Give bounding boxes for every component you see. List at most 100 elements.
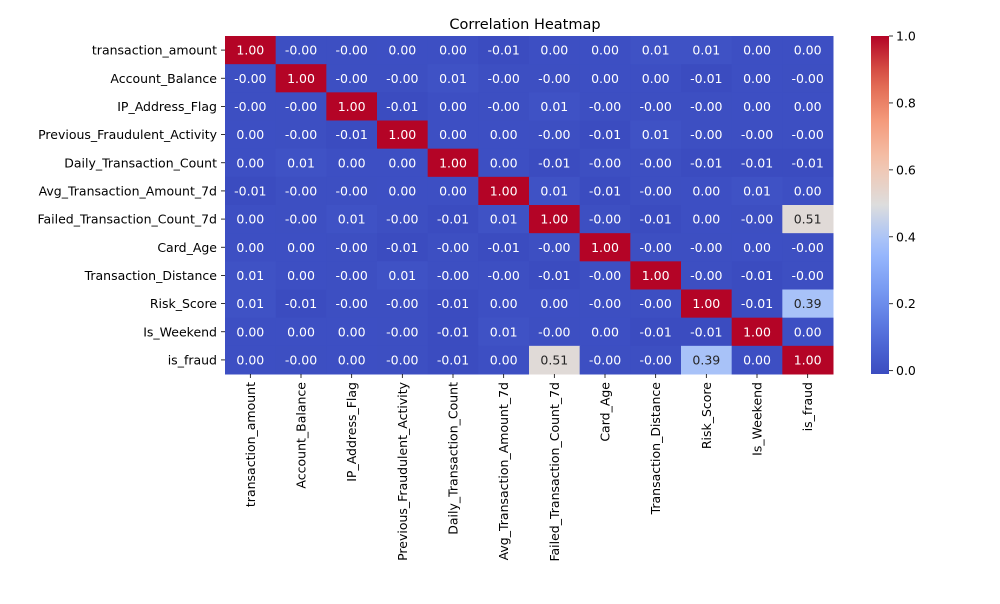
colorbar-gradient [871, 36, 889, 374]
cell-value-label: -0.01 [639, 324, 671, 339]
heatmap-cell [225, 120, 277, 150]
heatmap-cell [681, 64, 733, 93]
heatmap-cell [478, 233, 530, 262]
cell-value-label: -0.01 [538, 268, 570, 283]
cell-value-label: -0.00 [285, 127, 317, 142]
heatmap-cell [275, 120, 327, 150]
cell-value-label: 0.00 [540, 43, 568, 58]
cell-value-label: -0.00 [234, 99, 266, 114]
cell-value-label: 0.01 [490, 212, 518, 227]
x-tick-label: Account_Balance [294, 382, 309, 489]
cell-value-label: -0.01 [690, 155, 722, 170]
heatmap-cell [782, 176, 834, 206]
cell-value-label: -0.00 [690, 127, 722, 142]
heatmap-cell [275, 64, 327, 93]
cell-value-label: 0.01 [540, 99, 568, 114]
cell-value-label: 0.01 [388, 268, 416, 283]
x-tick-label: Is_Weekend [750, 382, 765, 456]
heatmap-cell [478, 64, 530, 93]
chart-title: Correlation Heatmap [449, 17, 600, 33]
heatmap-cell [731, 233, 783, 262]
heatmap-cell [579, 261, 631, 290]
cell-value-label: -0.00 [335, 296, 367, 311]
cell-value-label: 0.00 [439, 183, 467, 198]
heatmap-cell [275, 289, 327, 319]
y-tick-label: Daily_Transaction_Count [64, 155, 217, 170]
cell-value-label: -0.00 [285, 183, 317, 198]
heatmap-cell [681, 345, 733, 375]
cell-value-label: 0.00 [287, 240, 315, 255]
cell-value-label: -0.00 [386, 71, 418, 86]
cell-value-label: -0.01 [437, 352, 469, 367]
y-tick-label: Account_Balance [110, 71, 217, 86]
heatmap-cell [377, 120, 429, 150]
heatmap-cell [377, 36, 429, 65]
x-tick-label: Daily_Transaction_Count [446, 382, 461, 535]
cell-value-label: 0.00 [439, 99, 467, 114]
heatmap-cell [579, 345, 631, 375]
cell-value-label: 0.01 [642, 127, 670, 142]
heatmap-cell [478, 92, 530, 121]
cell-value-label: -0.00 [690, 99, 722, 114]
heatmap-cell [326, 64, 378, 93]
cell-value-label: -0.01 [791, 155, 823, 170]
cell-value-label: -0.00 [386, 324, 418, 339]
cell-value-label: -0.00 [285, 352, 317, 367]
heatmap-cell [782, 64, 834, 93]
y-tick-label: transaction_amount [92, 43, 217, 58]
heatmap-cell [529, 120, 581, 150]
y-tick-label: IP_Address_Flag [117, 99, 217, 114]
cell-value-label: -0.00 [335, 240, 367, 255]
cell-value-label: 0.00 [490, 127, 518, 142]
cell-value-label: 0.00 [338, 324, 366, 339]
cell-value-label: 0.39 [692, 352, 720, 367]
heatmap-cell [275, 345, 327, 375]
y-tick-label: Transaction_Distance [84, 268, 218, 283]
cell-value-label: -0.00 [538, 324, 570, 339]
colorbar-tick-label: 0.4 [896, 229, 916, 244]
heatmap-cell [681, 120, 733, 150]
heatmap-cell [478, 176, 530, 206]
heatmap-cell [579, 36, 631, 65]
cell-value-label: -0.00 [639, 240, 671, 255]
heatmap-cell [630, 261, 682, 290]
heatmap-cell [427, 176, 479, 206]
heatmap-cell [377, 261, 429, 290]
cell-value-label: -0.00 [639, 99, 671, 114]
cell-value-label: -0.01 [741, 155, 773, 170]
x-tick-label: is_fraud [800, 382, 815, 431]
heatmap-cell [529, 36, 581, 65]
cell-value-label: -0.00 [589, 99, 621, 114]
heatmap-cell [630, 36, 682, 65]
cell-value-label: -0.00 [437, 240, 469, 255]
heatmap-cell [579, 289, 631, 319]
cell-value-label: 0.00 [743, 71, 771, 86]
cell-value-label: 0.01 [338, 212, 366, 227]
heatmap-cell [427, 64, 479, 93]
heatmap-cell [377, 176, 429, 206]
heatmap-cell [782, 148, 834, 178]
heatmap-cell [630, 317, 682, 347]
heatmap-cell [529, 345, 581, 375]
cell-value-label: 0.00 [236, 212, 264, 227]
heatmap-cell [529, 233, 581, 262]
cell-value-label: 1.00 [490, 183, 518, 198]
heatmap-cell [681, 92, 733, 121]
cell-value-label: -0.00 [487, 71, 519, 86]
cell-value-label: -0.00 [741, 212, 773, 227]
cell-value-label: -0.01 [589, 183, 621, 198]
heatmap-cell [326, 205, 378, 234]
heatmap-cell [427, 205, 479, 234]
cell-value-label: -0.00 [690, 240, 722, 255]
heatmap-cell [731, 120, 783, 150]
cell-value-label: -0.01 [386, 99, 418, 114]
heatmap-cell [630, 92, 682, 121]
cell-value-label: 0.00 [591, 324, 619, 339]
cell-value-label: 1.00 [743, 324, 771, 339]
heatmap-cell [681, 205, 733, 234]
heatmap-cell [731, 36, 783, 65]
heatmap-cell [225, 176, 277, 206]
heatmap-cell [427, 345, 479, 375]
cell-value-label: 0.01 [439, 71, 467, 86]
heatmap-cell [529, 176, 581, 206]
